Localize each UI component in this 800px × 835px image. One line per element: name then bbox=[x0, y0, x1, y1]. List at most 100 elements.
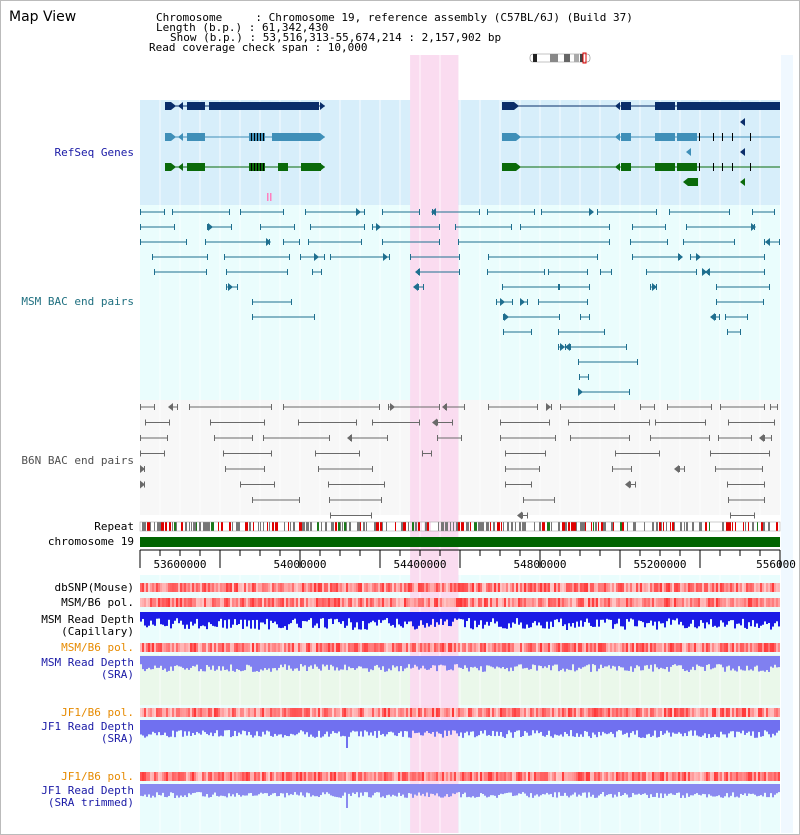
dbsnp-density-cell[interactable] bbox=[436, 583, 438, 592]
jf1-pol-trimmed-density-cell[interactable] bbox=[576, 772, 578, 781]
jf1-pol-trimmed-density-cell[interactable] bbox=[234, 772, 236, 781]
jf1-pol-trimmed-density-cell[interactable] bbox=[194, 772, 196, 781]
dbsnp-density-cell[interactable] bbox=[326, 583, 328, 592]
dbsnp-density-cell[interactable] bbox=[550, 583, 552, 592]
dbsnp-density-cell[interactable] bbox=[650, 583, 652, 592]
jf1-trimmed-depth-bar[interactable] bbox=[566, 784, 568, 796]
jf1-pol-density-cell[interactable] bbox=[548, 708, 550, 717]
jf1-sra-depth-bar[interactable] bbox=[356, 720, 358, 732]
jf1-pol-trimmed-density-cell[interactable] bbox=[392, 772, 394, 781]
jf1-trimmed-depth-bar[interactable] bbox=[680, 784, 682, 798]
msm-pol-density-cell[interactable] bbox=[342, 598, 344, 607]
jf1-trimmed-depth-bar[interactable] bbox=[728, 784, 730, 798]
msm-capillary-depth-bar[interactable] bbox=[350, 612, 352, 623]
msm-sra-depth-bar[interactable] bbox=[630, 656, 632, 667]
jf1-pol-density-cell[interactable] bbox=[648, 708, 650, 717]
jf1-sra-depth-bar[interactable] bbox=[438, 720, 440, 734]
msm-pol-sra-density-cell[interactable] bbox=[220, 643, 222, 652]
jf1-trimmed-depth-bar[interactable] bbox=[236, 784, 238, 794]
jf1-pol-density-cell[interactable] bbox=[480, 708, 482, 717]
jf1-sra-depth-bar[interactable] bbox=[348, 720, 350, 737]
msm-capillary-depth-bar[interactable] bbox=[152, 612, 154, 625]
jf1-pol-density-cell[interactable] bbox=[612, 708, 614, 717]
jf1-pol-trimmed-density-cell[interactable] bbox=[300, 772, 302, 781]
msm-pol-sra-density-cell[interactable] bbox=[484, 643, 486, 652]
jf1-sra-depth-bar[interactable] bbox=[200, 720, 202, 735]
msm-pol-density-cell[interactable] bbox=[288, 598, 290, 607]
jf1-sra-depth-bar[interactable] bbox=[332, 720, 334, 732]
msm-sra-depth-bar[interactable] bbox=[388, 656, 390, 669]
msm-pol-sra-density-cell[interactable] bbox=[278, 643, 280, 652]
repeat-element[interactable] bbox=[531, 522, 532, 531]
jf1-pol-density-cell[interactable] bbox=[732, 708, 734, 717]
msm-capillary-depth-bar[interactable] bbox=[546, 612, 548, 622]
msm-bac-pair-end[interactable] bbox=[604, 329, 605, 335]
strand-arrow[interactable] bbox=[740, 178, 745, 186]
msm-pol-density-cell[interactable] bbox=[188, 598, 190, 607]
jf1-sra-depth-bar[interactable] bbox=[376, 720, 378, 738]
jf1-pol-trimmed-density-cell[interactable] bbox=[292, 772, 294, 781]
jf1-trimmed-depth-bar[interactable] bbox=[224, 784, 226, 797]
jf1-pol-trimmed-density-cell[interactable] bbox=[578, 772, 580, 781]
dbsnp-density-cell[interactable] bbox=[244, 583, 246, 592]
msm-sra-depth-bar[interactable] bbox=[370, 656, 372, 670]
dbsnp-density-cell[interactable] bbox=[426, 583, 428, 592]
jf1-pol-density-cell[interactable] bbox=[268, 708, 270, 717]
repeat-element[interactable] bbox=[680, 522, 682, 531]
msm-bac-pair-end[interactable] bbox=[324, 254, 325, 260]
jf1-trimmed-depth-bar[interactable] bbox=[568, 784, 570, 798]
jf1-sra-depth-bar[interactable] bbox=[610, 720, 612, 733]
msm-capillary-depth-bar[interactable] bbox=[412, 612, 414, 627]
msm-pol-density-cell[interactable] bbox=[194, 598, 196, 607]
msm-sra-depth-bar[interactable] bbox=[254, 656, 256, 672]
jf1-pol-trimmed-density-cell[interactable] bbox=[516, 772, 518, 781]
repeat-element[interactable] bbox=[427, 522, 429, 531]
b6n-bac-pair-end[interactable] bbox=[545, 450, 546, 457]
jf1-sra-depth-bar[interactable] bbox=[344, 720, 346, 737]
jf1-trimmed-depth-bar[interactable] bbox=[490, 784, 492, 796]
repeat-element[interactable] bbox=[480, 522, 482, 531]
dbsnp-density-cell[interactable] bbox=[360, 583, 362, 592]
msm-bac-track-label[interactable]: MSM BAC end pairs bbox=[21, 295, 134, 308]
msm-pol-density-cell[interactable] bbox=[734, 598, 736, 607]
msm-capillary-depth-bar[interactable] bbox=[156, 612, 158, 619]
jf1-trimmed-depth-bar[interactable] bbox=[546, 784, 548, 793]
msm-pol-density-cell[interactable] bbox=[558, 598, 560, 607]
msm-pol-density-cell[interactable] bbox=[646, 598, 648, 607]
msm-sra-depth-bar[interactable] bbox=[548, 656, 550, 666]
jf1-trimmed-depth-bar[interactable] bbox=[150, 784, 152, 798]
repeat-element[interactable] bbox=[573, 522, 576, 531]
jf1-pol-trimmed-density-cell[interactable] bbox=[752, 772, 754, 781]
msm-sra-depth-bar[interactable] bbox=[204, 656, 206, 672]
msm-pol-density-cell[interactable] bbox=[714, 598, 716, 607]
msm-bac-pair-arrow[interactable] bbox=[560, 343, 565, 351]
msm-capillary-depth-bar[interactable] bbox=[566, 612, 568, 630]
msm-pol-sra-density-cell[interactable] bbox=[470, 643, 472, 652]
jf1-pol-trimmed-density-cell[interactable] bbox=[144, 772, 146, 781]
msm-capillary-depth-bar[interactable] bbox=[666, 612, 668, 622]
msm-capillary-depth-bar[interactable] bbox=[478, 612, 480, 625]
msm-pol-density-cell[interactable] bbox=[168, 598, 170, 607]
jf1-sra-depth-bar[interactable] bbox=[514, 720, 516, 733]
msm-pol-density-cell[interactable] bbox=[154, 598, 156, 607]
msm-pol-sra-density-cell[interactable] bbox=[368, 643, 370, 652]
msm-pol-density-cell[interactable] bbox=[382, 598, 384, 607]
msm-pol-density-cell[interactable] bbox=[200, 598, 202, 607]
b6n-bac-pair-end[interactable] bbox=[439, 404, 440, 410]
jf1-pol-density-cell[interactable] bbox=[422, 708, 424, 717]
jf1-trimmed-depth-bar[interactable] bbox=[368, 784, 370, 798]
b6n-bac-pair-arrow[interactable] bbox=[432, 418, 437, 427]
repeat-track-label[interactable]: Repeat bbox=[94, 520, 134, 533]
msm-pol-density-cell[interactable] bbox=[480, 598, 482, 607]
jf1-pol-density-cell[interactable] bbox=[618, 708, 620, 717]
jf1-pol-density-cell[interactable] bbox=[604, 708, 606, 717]
jf1-pol-density-cell[interactable] bbox=[142, 708, 144, 717]
msm-pol-sra-density-cell[interactable] bbox=[326, 643, 328, 652]
dbsnp-density-cell[interactable] bbox=[236, 583, 238, 592]
jf1-sra-depth-bar[interactable] bbox=[704, 720, 706, 734]
repeat-element[interactable] bbox=[735, 522, 736, 531]
jf1-pol-density-cell[interactable] bbox=[730, 708, 732, 717]
jf1-sra-depth-bar[interactable] bbox=[714, 720, 716, 735]
msm-capillary-depth-bar[interactable] bbox=[618, 612, 620, 619]
msm-sra-depth-bar[interactable] bbox=[398, 656, 400, 672]
